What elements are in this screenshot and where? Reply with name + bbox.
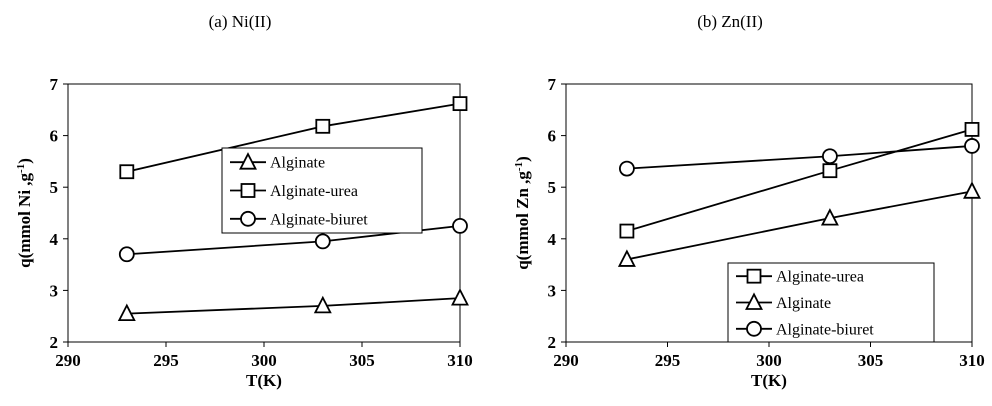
x-axis-title: T(K) — [246, 371, 282, 390]
data-point-square — [452, 96, 468, 112]
data-point-square — [822, 163, 838, 179]
legend-marker-square — [746, 268, 762, 284]
legend-label: Alginate-urea — [776, 269, 864, 286]
chart-b: 290 295 300 305 310 2 3 4 5 6 7 T(K) q(mmol Zn ,g-1)… — [513, 75, 985, 390]
data-point-square — [964, 122, 980, 137]
y-tick-label: 3 — [50, 281, 59, 300]
series-alginate-urea — [119, 96, 468, 180]
y-axis-title: q(mmol Ni ,g-1) — [15, 158, 34, 268]
y-axis-title: q(mmol Zn ,g-1) — [513, 156, 532, 270]
legend-label: Alginate-urea — [270, 183, 358, 200]
x-tick-label: 310 — [447, 351, 473, 370]
legend-marker-circle — [240, 210, 256, 227]
data-point-triangle — [617, 249, 636, 267]
y-tick-label: 6 — [50, 127, 59, 146]
x-tick-label: 305 — [349, 351, 375, 370]
data-point-circle — [822, 148, 838, 165]
x-tick-label: 295 — [655, 351, 681, 370]
legend-marker-triangle — [745, 292, 763, 310]
x-axis-title: T(K) — [751, 371, 787, 390]
data-point-triangle — [451, 288, 469, 306]
series-line — [626, 145, 973, 170]
series-alginate-urea — [619, 122, 980, 239]
x-tick-label: 295 — [153, 351, 179, 370]
chart-b-title: (b) Zn(II) — [697, 12, 763, 31]
legend-label: Alginate — [776, 295, 831, 312]
x-tick-label: 310 — [959, 351, 985, 370]
data-point-square — [315, 118, 331, 134]
y-tick-label: 3 — [548, 281, 557, 300]
series-alginate-biuret — [619, 138, 980, 177]
data-point-triangle — [820, 208, 839, 226]
y-tick-label: 4 — [548, 230, 557, 249]
y-tick-label: 4 — [50, 230, 59, 249]
data-point-circle — [118, 246, 135, 263]
data-point-triangle — [963, 181, 981, 199]
chart-a-title: (a) Ni(II) — [208, 12, 272, 31]
data-point-triangle — [313, 295, 332, 314]
legend-label: Alginate-biuret — [270, 211, 368, 228]
x-tick-label: 300 — [251, 351, 277, 370]
data-point-triangle — [117, 303, 136, 322]
legend: Alginate-urea Alginate Alginate-biuret — [727, 262, 935, 343]
y-tick-label: 2 — [50, 333, 59, 352]
data-point-circle — [452, 217, 468, 234]
data-point-square — [619, 223, 635, 239]
chart-a: 290 295 300 305 310 2 3 4 5 6 7 T(K) q(mmol Ni ,g-1)… — [15, 75, 473, 390]
data-point-square — [119, 164, 135, 180]
legend-marker-square — [240, 183, 256, 198]
y-tick-label: 6 — [548, 127, 557, 146]
x-tick-label: 305 — [858, 351, 884, 370]
legend-label: Alginate-biuret — [776, 321, 874, 338]
series-line — [626, 128, 973, 232]
y-tick-label: 5 — [50, 178, 59, 197]
legend-marker-triangle — [239, 152, 257, 170]
legend-marker-circle — [746, 320, 762, 337]
legend: Alginate Alginate-urea Alginate-biuret — [221, 147, 423, 234]
x-tick-label: 290 — [55, 351, 81, 370]
y-tick-label: 2 — [548, 333, 557, 352]
y-tick-label: 5 — [548, 178, 557, 197]
x-tick-label: 300 — [756, 351, 782, 370]
x-tick-label: 290 — [553, 351, 579, 370]
series-line — [126, 297, 461, 315]
y-tick-label: 7 — [50, 75, 59, 94]
legend-label: Alginate — [270, 155, 325, 172]
data-point-circle — [964, 138, 980, 154]
data-point-circle — [619, 160, 635, 177]
series-line — [626, 190, 973, 261]
series-alginate — [117, 288, 469, 322]
y-tick-label: 7 — [548, 75, 557, 94]
data-point-circle — [314, 233, 331, 250]
series-alginate — [617, 181, 981, 267]
